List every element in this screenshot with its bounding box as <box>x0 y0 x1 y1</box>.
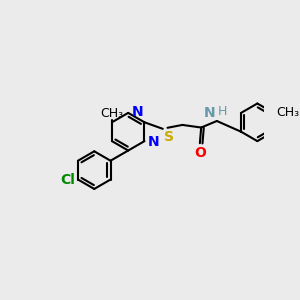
Text: N: N <box>148 135 159 149</box>
Text: O: O <box>194 146 206 160</box>
Text: Cl: Cl <box>61 172 75 187</box>
Text: N: N <box>204 106 216 120</box>
Text: S: S <box>164 130 174 144</box>
Text: CH₃: CH₃ <box>100 107 124 120</box>
Text: H: H <box>218 105 227 119</box>
Text: CH₃: CH₃ <box>276 106 299 119</box>
Text: N: N <box>131 105 143 118</box>
